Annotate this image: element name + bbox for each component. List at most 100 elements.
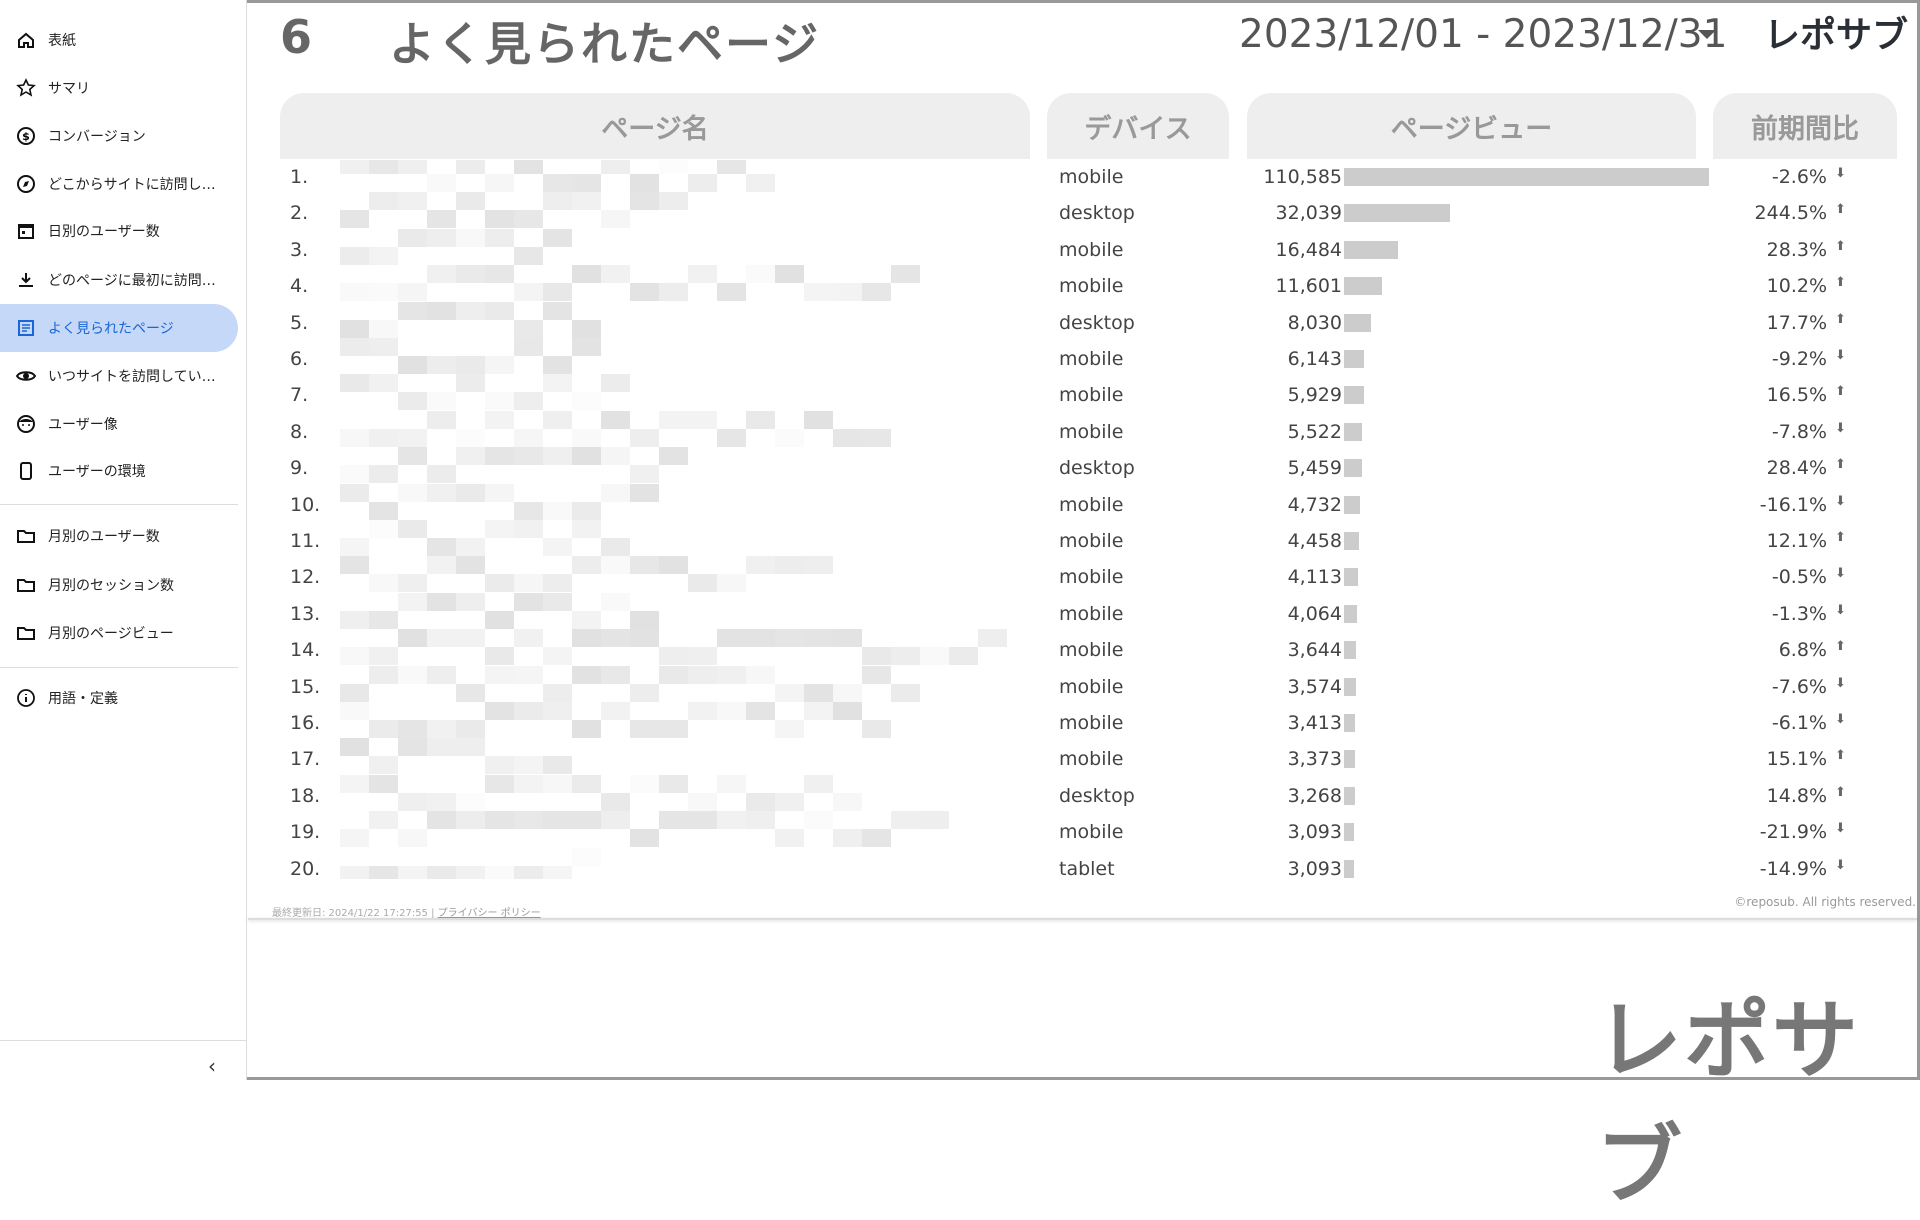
table-row[interactable]: 20. tablet 3,093 -14.9% ⬇ <box>280 847 1920 879</box>
redacted-page-name-block <box>862 647 891 666</box>
redacted-page-name-block <box>398 738 427 757</box>
date-range-picker[interactable]: 2023/12/01 - 2023/12/31 <box>1239 12 1728 57</box>
row-number: 10. <box>290 493 321 516</box>
folder-icon <box>16 623 36 643</box>
table-row[interactable]: 16. mobile 3,413 -6.1% ⬇ <box>280 702 1920 742</box>
redacted-page-name-block <box>543 283 572 302</box>
table-row[interactable]: 6. mobile 6,143 -9.2% ⬇ <box>280 338 1920 378</box>
sidebar-item-label: 用語・定義 <box>48 691 118 707</box>
table-row[interactable]: 10. mobile 4,732 -16.1% ⬇ <box>280 483 1920 524</box>
sidebar-item-13[interactable]: 月別のページビュー <box>0 609 238 657</box>
page-title: よく見られたページ <box>389 17 821 71</box>
table-row[interactable]: 11. mobile 4,458 12.1% ⬆ <box>280 520 1920 560</box>
arrow-up-icon: ⬆ <box>1835 530 1846 545</box>
sidebar-item-label: 日別のユーザー数 <box>48 224 160 240</box>
redacted-page-name-block <box>398 574 427 593</box>
redacted-page-name-block <box>833 629 862 648</box>
table-row[interactable]: 2. desktop 32,039 244.5% ⬆ <box>280 192 1920 232</box>
device-cell: mobile <box>1059 166 1124 188</box>
table-row[interactable]: 18. desktop 3,268 14.8% ⬆ <box>280 774 1920 815</box>
dropdown-arrow-icon[interactable] <box>1698 30 1716 39</box>
sidebar-item-label: 月別のページビュー <box>48 626 174 642</box>
redacted-page-name-block <box>717 574 746 593</box>
sidebar-item-14[interactable]: 用語・定義 <box>0 674 238 722</box>
redacted-page-name-block <box>340 428 369 447</box>
sidebar-item-4[interactable]: どこからサイトに訪問し… <box>0 160 238 208</box>
redacted-page-name-block <box>543 592 572 611</box>
redacted-page-name-block <box>427 301 456 320</box>
change-cell: -16.1% <box>1759 493 1827 516</box>
table-row[interactable]: 3. mobile 16,484 28.3% ⬆ <box>280 228 1920 269</box>
redacted-page-name-block <box>427 356 456 374</box>
table-row[interactable]: 8. mobile 5,522 -7.8% ⬇ <box>280 410 1920 451</box>
table-row[interactable]: 14. mobile 3,644 6.8% ⬆ <box>280 629 1920 669</box>
row-number: 11. <box>290 530 321 552</box>
smartphone-icon <box>16 461 36 481</box>
column-header-pageviews[interactable]: ページビュー <box>1247 93 1696 159</box>
sidebar-item-9[interactable]: ユーザー像 <box>0 400 238 448</box>
redacted-page-name-block <box>456 483 485 502</box>
table-row[interactable]: 4. mobile 11,601 10.2% ⬆ <box>280 265 1920 305</box>
change-cell: 10.2% <box>1766 275 1827 298</box>
table-row[interactable]: 5. desktop 8,030 17.7% ⬆ <box>280 301 1920 342</box>
table-row[interactable]: 13. mobile 4,064 -1.3% ⬇ <box>280 592 1920 633</box>
redacted-page-name-block <box>601 665 630 684</box>
redacted-page-name-block <box>427 720 456 738</box>
row-number: 12. <box>290 566 321 589</box>
table-row[interactable]: 1. mobile 110,585 -2.6% ⬇ <box>280 160 1920 196</box>
sidebar-item-11[interactable]: 月別のユーザー数 <box>0 512 238 560</box>
change-cell: -9.2% <box>1771 348 1827 370</box>
change-cell: 28.3% <box>1766 238 1827 261</box>
sidebar-item-5[interactable]: 日別のユーザー数 <box>0 207 238 255</box>
redacted-page-name-block <box>398 629 427 648</box>
table-row[interactable]: 7. mobile 5,929 16.5% ⬆ <box>280 374 1920 414</box>
redacted-page-name-block <box>514 246 543 265</box>
table-row[interactable]: 17. mobile 3,373 15.1% ⬆ <box>280 738 1920 778</box>
redacted-page-name-block <box>717 283 746 302</box>
sidebar-item-10[interactable]: ユーザーの環境 <box>0 447 238 495</box>
collapse-sidebar-button[interactable]: ‹ <box>208 1054 216 1078</box>
redacted-page-name-block <box>572 610 601 629</box>
redacted-page-name-block <box>833 829 862 848</box>
redacted-page-name-block <box>775 720 804 738</box>
redacted-page-name-block <box>369 665 398 684</box>
redacted-page-name-block <box>601 483 630 502</box>
privacy-policy-link[interactable]: プライバシー ポリシー <box>437 908 541 919</box>
pageviews-bar <box>1344 277 1383 296</box>
redacted-page-name-block <box>340 610 369 629</box>
redacted-page-name-block <box>862 665 891 684</box>
change-cell: 28.4% <box>1766 457 1827 480</box>
calendar-icon <box>16 221 36 241</box>
redacted-page-name-block <box>920 647 949 666</box>
sidebar-item-3[interactable]: $ コンバージョン <box>0 112 238 160</box>
sidebar-item-7[interactable]: よく見られたページ <box>0 304 238 352</box>
redacted-page-name-block <box>369 246 398 265</box>
redacted-page-name-block <box>340 829 369 848</box>
pageviews-cell: 5,929 <box>1287 384 1342 407</box>
sidebar-item-label: 月別のユーザー数 <box>48 529 160 545</box>
sidebar-item-12[interactable]: 月別のセッション数 <box>0 561 238 609</box>
column-header-device[interactable]: デバイス <box>1047 93 1229 159</box>
redacted-page-name-block <box>398 592 427 611</box>
redacted-page-name-block <box>340 865 369 879</box>
table-row[interactable]: 19. mobile 3,093 -21.9% ⬇ <box>280 811 1920 851</box>
sidebar-item-8[interactable]: いつサイトを訪問してい… <box>0 352 238 400</box>
table-row[interactable]: 12. mobile 4,113 -0.5% ⬇ <box>280 556 1920 596</box>
redacted-page-name-block <box>833 683 862 702</box>
row-number: 18. <box>290 784 321 807</box>
row-number: 3. <box>290 238 309 261</box>
download-icon <box>16 270 36 290</box>
column-header-change[interactable]: 前期間比 <box>1713 93 1897 159</box>
folder-icon <box>16 575 36 595</box>
redacted-page-name-block <box>398 447 427 466</box>
column-header-page-name[interactable]: ページ名 <box>280 93 1030 159</box>
redacted-page-name-block <box>369 319 398 338</box>
redacted-page-name-block <box>659 410 688 429</box>
sidebar-item-1[interactable]: 表紙 <box>0 16 238 64</box>
table-row[interactable]: 15. mobile 3,574 -7.6% ⬇ <box>280 665 1920 706</box>
redacted-page-name-block <box>630 774 659 793</box>
redacted-page-name-block <box>398 665 427 684</box>
table-row[interactable]: 9. desktop 5,459 28.4% ⬆ <box>280 447 1920 487</box>
sidebar-item-2[interactable]: サマリ <box>0 64 238 112</box>
sidebar-item-6[interactable]: どのページに最初に訪問… <box>0 256 238 304</box>
